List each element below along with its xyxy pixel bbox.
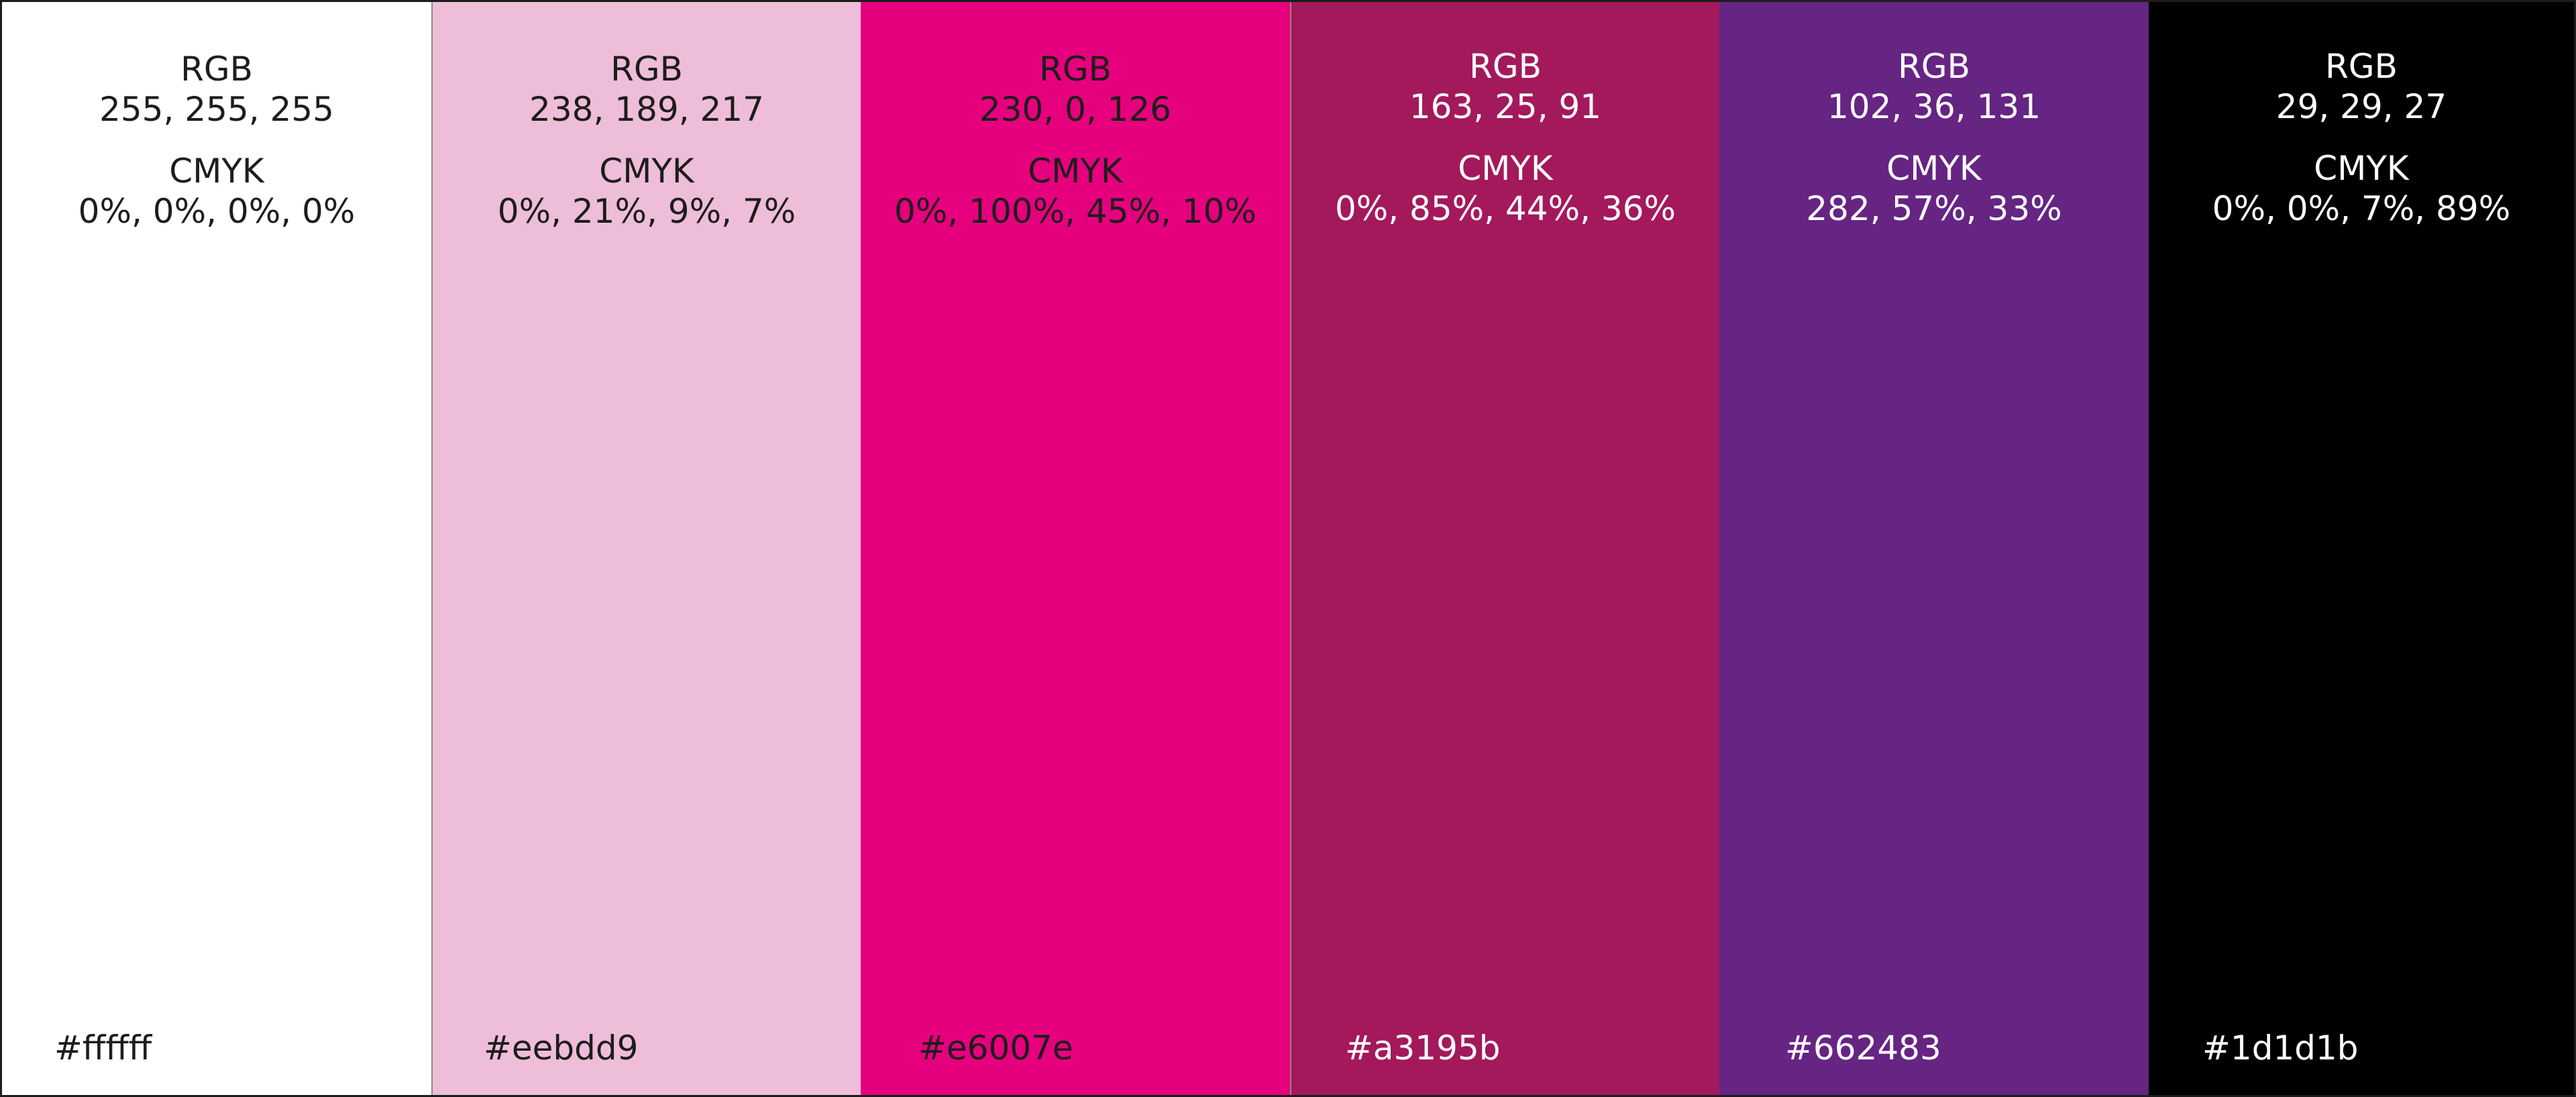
cmyk-value: 0%, 0%, 0%, 0% xyxy=(78,192,356,231)
hex-code: #eebdd9 xyxy=(484,1029,639,1067)
rgb-value: 238, 189, 217 xyxy=(529,90,764,129)
rgb-label: RGB xyxy=(1469,47,1542,86)
swatch-purple: RGB 102, 36, 131 CMYK 282, 57%, 33% #662… xyxy=(1719,2,2149,1095)
rgb-value: 230, 0, 126 xyxy=(979,90,1172,129)
swatch-raspberry: RGB 163, 25, 91 CMYK 0%, 85%, 44%, 36% #… xyxy=(1290,2,1719,1095)
rgb-label: RGB xyxy=(1039,50,1112,89)
swatch-black: RGB 29, 29, 27 CMYK 0%, 0%, 7%, 89% #1d1… xyxy=(2149,2,2574,1095)
hex-code: #ffffff xyxy=(54,1029,152,1067)
cmyk-value: 282, 57%, 33% xyxy=(1806,189,2062,228)
swatch-info: RGB 255, 255, 255 CMYK 0%, 0%, 0%, 0% xyxy=(2,49,431,231)
cmyk-label: CMYK xyxy=(599,152,694,191)
rgb-label: RGB xyxy=(610,50,683,89)
swatch-light-pink: RGB 238, 189, 217 CMYK 0%, 21%, 9%, 7% #… xyxy=(431,2,861,1095)
swatch-info: RGB 163, 25, 91 CMYK 0%, 85%, 44%, 36% xyxy=(1291,46,1719,229)
cmyk-label: CMYK xyxy=(169,152,264,191)
hex-code: #e6007e xyxy=(918,1029,1073,1067)
rgb-label: RGB xyxy=(180,50,253,89)
cmyk-value: 0%, 85%, 44%, 36% xyxy=(1334,189,1676,228)
swatch-info: RGB 102, 36, 131 CMYK 282, 57%, 33% xyxy=(1719,46,2149,229)
cmyk-label: CMYK xyxy=(2314,149,2409,188)
cmyk-value: 0%, 21%, 9%, 7% xyxy=(497,192,796,231)
hex-code: #1d1d1b xyxy=(2202,1029,2359,1067)
cmyk-value: 0%, 100%, 45%, 10% xyxy=(894,192,1256,231)
rgb-label: RGB xyxy=(1898,47,1970,86)
rgb-value: 255, 255, 255 xyxy=(99,90,334,129)
swatch-white: RGB 255, 255, 255 CMYK 0%, 0%, 0%, 0% #f… xyxy=(2,2,431,1095)
rgb-label: RGB xyxy=(2325,47,2398,86)
cmyk-value: 0%, 0%, 7%, 89% xyxy=(2212,189,2511,228)
swatch-info: RGB 230, 0, 126 CMYK 0%, 100%, 45%, 10% xyxy=(861,49,1290,231)
cmyk-label: CMYK xyxy=(1886,149,1982,188)
swatch-magenta: RGB 230, 0, 126 CMYK 0%, 100%, 45%, 10% … xyxy=(861,2,1290,1095)
cmyk-label: CMYK xyxy=(1458,149,1553,188)
hex-code: #a3195b xyxy=(1345,1029,1501,1067)
swatch-info: RGB 29, 29, 27 CMYK 0%, 0%, 7%, 89% xyxy=(2149,46,2574,229)
swatch-info: RGB 238, 189, 217 CMYK 0%, 21%, 9%, 7% xyxy=(433,49,861,231)
rgb-value: 163, 25, 91 xyxy=(1409,87,1602,126)
cmyk-label: CMYK xyxy=(1028,152,1123,191)
rgb-value: 102, 36, 131 xyxy=(1827,87,2041,126)
rgb-value: 29, 29, 27 xyxy=(2275,87,2447,126)
hex-code: #662483 xyxy=(1785,1029,1941,1067)
